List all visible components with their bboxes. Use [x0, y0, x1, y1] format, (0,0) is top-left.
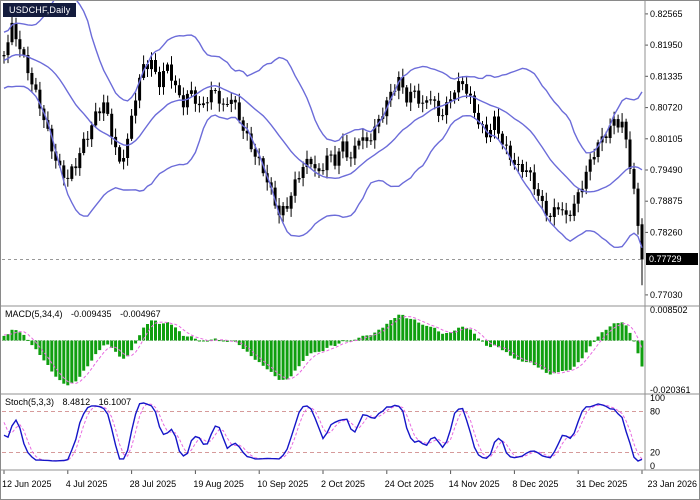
macd-tick-label: -0.020361 — [650, 385, 691, 395]
price-tick-label: 0.81335 — [650, 71, 683, 81]
bollinger-band-line — [3, 85, 643, 249]
macd-value-signal: -0.004967 — [120, 309, 161, 319]
date-label: 23 Jan 2026 — [647, 479, 697, 489]
stoch-tick-label: 0 — [650, 461, 655, 471]
macd-value-main: -0.009435 — [71, 309, 112, 319]
date-label: 12 Jun 2025 — [2, 479, 52, 489]
price-tick-label: 0.78260 — [650, 227, 683, 237]
macd-header: MACD(5,34,4) -0.009435 -0.004967 — [5, 309, 161, 319]
macd-tick-label: 0.008502 — [650, 305, 688, 315]
price-tick-label: 0.80720 — [650, 103, 683, 113]
date-label: 24 Oct 2025 — [385, 479, 434, 489]
bollinger-band-line — [3, 53, 643, 193]
price-tick-label: 0.78875 — [650, 196, 683, 206]
bollinger-band-line — [3, 0, 643, 154]
date-label: 31 Dec 2025 — [576, 479, 627, 489]
stoch-value-signal: 16.1007 — [98, 397, 132, 407]
date-label: 8 Dec 2025 — [512, 479, 558, 489]
stoch-main-line — [3, 402, 643, 462]
macd-label: MACD(5,34,4) — [5, 309, 63, 319]
price-tick-label: 0.79490 — [650, 165, 683, 175]
price-tick-label: 0.77030 — [650, 290, 683, 300]
date-label: 28 Jul 2025 — [130, 479, 177, 489]
stoch-header: Stoch(5,3,3) 8.4812 16.1007 — [5, 397, 131, 407]
date-label: 19 Aug 2025 — [193, 479, 244, 489]
stoch-value-main: 8.4812 — [62, 397, 91, 407]
price-tick-label: 0.82565 — [650, 9, 683, 19]
date-label: 14 Nov 2025 — [449, 479, 500, 489]
date-label: 10 Sep 2025 — [257, 479, 308, 489]
macd-signal-line — [3, 315, 643, 385]
stoch-label: Stoch(5,3,3) — [5, 397, 55, 407]
axes-layer: 0.82565 0.81950 0.81335 0.80720 0.80105 0.794… — [2, 9, 697, 489]
symbol-badge: USDCHF,Daily — [3, 3, 77, 17]
symbol-label: USDCHF,Daily — [9, 5, 71, 15]
current-price-tag: 0.77729 — [646, 253, 698, 265]
stoch-tick-label: 80 — [650, 407, 660, 417]
stoch-tick-label: 20 — [650, 447, 660, 457]
date-label: 4 Jul 2025 — [66, 479, 108, 489]
current-price-value: 0.77729 — [649, 254, 682, 264]
date-label: 2 Oct 2025 — [321, 479, 365, 489]
stoch-indicator-layer[interactable] — [2, 402, 644, 462]
price-tick-label: 0.81950 — [650, 40, 683, 50]
stoch-signal-line — [3, 403, 643, 462]
price-tick-label: 0.80105 — [650, 134, 683, 144]
macd-indicator-layer[interactable] — [2, 314, 644, 386]
stoch-tick-label: 100 — [650, 393, 665, 403]
main-chart-layer[interactable] — [2, 0, 644, 286]
